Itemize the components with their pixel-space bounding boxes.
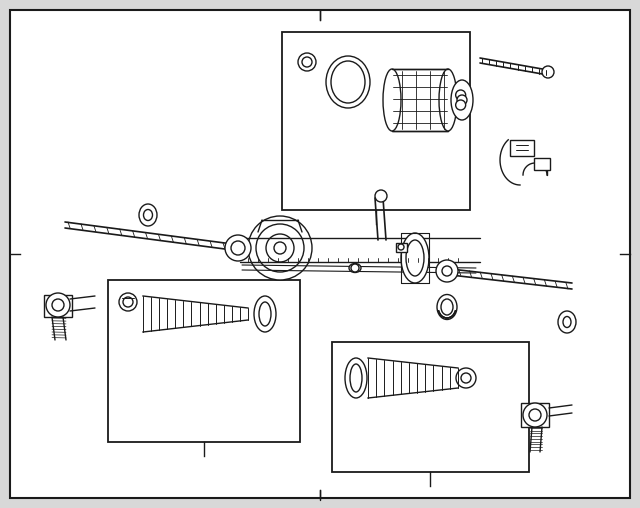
Ellipse shape <box>439 69 457 131</box>
Circle shape <box>456 100 466 110</box>
Circle shape <box>436 260 458 282</box>
Circle shape <box>298 53 316 71</box>
Circle shape <box>52 299 64 311</box>
Ellipse shape <box>326 56 370 108</box>
Circle shape <box>461 373 471 383</box>
Circle shape <box>398 244 404 250</box>
Circle shape <box>274 242 286 254</box>
Circle shape <box>225 235 251 261</box>
Circle shape <box>351 264 359 272</box>
Bar <box>108 280 300 442</box>
Bar <box>332 342 529 472</box>
Circle shape <box>119 293 137 311</box>
Ellipse shape <box>383 69 401 131</box>
Ellipse shape <box>406 240 424 276</box>
Circle shape <box>457 95 467 105</box>
Ellipse shape <box>331 61 365 103</box>
Circle shape <box>123 297 133 307</box>
Bar <box>282 32 470 210</box>
Circle shape <box>523 403 547 427</box>
Circle shape <box>529 409 541 421</box>
Ellipse shape <box>451 80 473 120</box>
Polygon shape <box>392 69 448 131</box>
Bar <box>521 403 549 427</box>
Circle shape <box>456 90 466 100</box>
Circle shape <box>375 190 387 202</box>
Circle shape <box>248 216 312 280</box>
Circle shape <box>46 293 70 317</box>
Ellipse shape <box>139 204 157 226</box>
Ellipse shape <box>441 299 453 315</box>
Bar <box>396 243 407 252</box>
Circle shape <box>266 234 294 262</box>
Ellipse shape <box>401 233 429 283</box>
Ellipse shape <box>563 316 571 328</box>
Circle shape <box>456 368 476 388</box>
Bar <box>534 158 550 170</box>
Circle shape <box>256 224 304 272</box>
Ellipse shape <box>437 295 457 320</box>
Ellipse shape <box>558 311 576 333</box>
Circle shape <box>442 266 452 276</box>
Ellipse shape <box>350 364 362 392</box>
Ellipse shape <box>259 302 271 326</box>
Circle shape <box>302 57 312 67</box>
Bar <box>44 295 72 317</box>
Bar <box>510 140 534 156</box>
Circle shape <box>542 66 554 78</box>
Ellipse shape <box>254 296 276 332</box>
Ellipse shape <box>349 264 361 272</box>
Circle shape <box>231 241 245 255</box>
Ellipse shape <box>143 209 152 220</box>
Ellipse shape <box>345 358 367 398</box>
